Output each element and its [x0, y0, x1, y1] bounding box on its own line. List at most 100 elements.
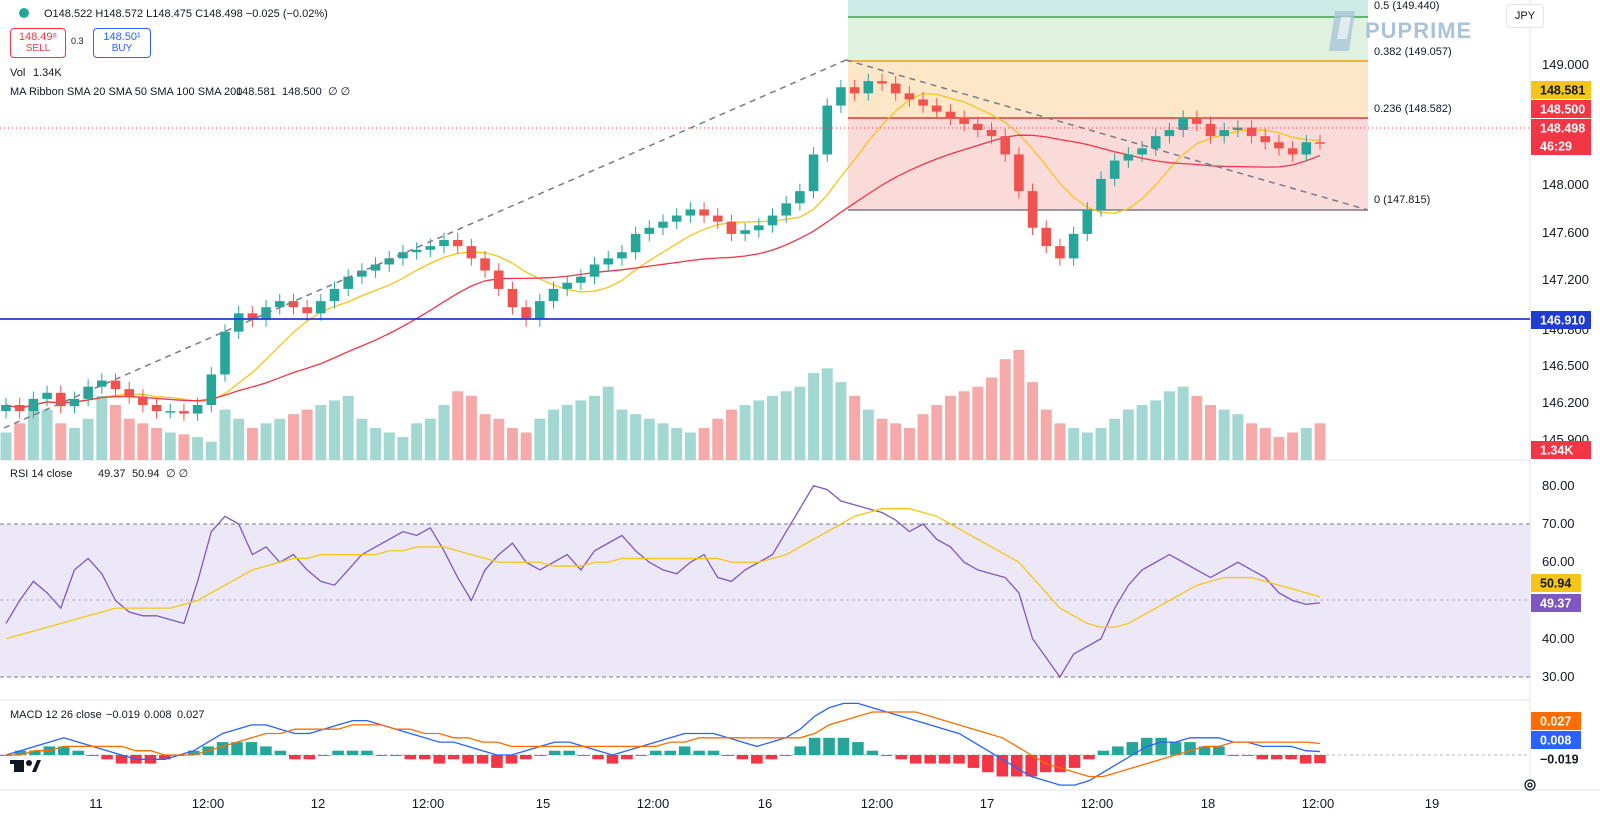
macd-tag-label: 0.027	[1540, 715, 1571, 729]
candle-body	[808, 154, 819, 192]
candle-body	[288, 301, 299, 308]
candle-body	[904, 93, 915, 100]
macd-histogram-bar	[592, 755, 604, 760]
price-tag-label: 146.910	[1540, 314, 1585, 328]
rsi-axis[interactable]: 80.00 70.00 60.00 40.00 30.00	[1542, 478, 1575, 684]
rsi-tags: 50.94 49.37	[1531, 574, 1581, 612]
sell-button[interactable]: 148.49⁸ SELL	[10, 28, 66, 58]
candle-body	[69, 398, 80, 407]
macd-histogram-bar	[231, 742, 243, 755]
candle-body	[1068, 233, 1079, 259]
candle-body	[548, 288, 559, 302]
currency-selector[interactable]: JPY	[1506, 4, 1544, 28]
candle-body	[384, 258, 395, 265]
candle-body	[1246, 127, 1257, 137]
volume-bar	[1259, 427, 1271, 460]
macd-histogram-bar	[909, 755, 922, 764]
candle-body	[110, 380, 121, 390]
candle-body	[877, 81, 887, 84]
buy-button[interactable]: 148.50¹ BUY	[93, 28, 151, 58]
macd-histogram-bar	[1270, 755, 1283, 760]
macd-histogram-bar	[505, 755, 518, 764]
macd-histogram-bar	[404, 755, 417, 760]
price-tick-label: 147.600	[1542, 225, 1589, 240]
brand-watermark: PUPRIME	[1325, 8, 1472, 54]
candle-body	[274, 301, 285, 308]
candle-body	[589, 264, 600, 277]
time-tick-label: 16	[758, 796, 772, 811]
macd-histogram-bar	[520, 755, 532, 760]
candle-body	[603, 258, 614, 265]
price-tag-bg	[1531, 119, 1591, 137]
macd-histogram-bar	[1227, 755, 1240, 756]
candle-body	[576, 276, 586, 283]
macd-line	[5, 702, 1321, 786]
volume-bar	[246, 427, 258, 460]
volume-bar	[1191, 395, 1203, 460]
volume-bar	[205, 441, 217, 460]
volume-bar	[589, 395, 601, 460]
macd-tag-bg	[1531, 712, 1581, 730]
macd-histogram-bar	[346, 750, 359, 755]
rsi-label: RSI 14 close	[10, 468, 72, 480]
macd-histogram-bar	[1097, 750, 1110, 755]
candle-body	[452, 240, 463, 247]
settings-gear-icon[interactable]	[1523, 778, 1537, 792]
price-tag-label: 46:29	[1540, 140, 1572, 154]
volume-bar	[739, 405, 751, 460]
macd-value-2: 0.008	[144, 709, 172, 721]
macd-histogram-bar	[779, 755, 792, 756]
volume-bar	[1068, 427, 1080, 460]
candle-body	[740, 230, 750, 234]
macd-histogram-bar	[390, 755, 402, 756]
time-tick-label: 15	[536, 796, 550, 811]
time-axis[interactable]: 11 12:00 12 12:00 15 12:00 16 12:00 17 12:00 18 12:…	[89, 796, 1439, 811]
macd-histogram-bar	[260, 746, 272, 755]
rsi-tag-bg	[1531, 594, 1581, 612]
candle-body	[945, 111, 956, 118]
candle-body	[357, 270, 367, 277]
candle-body	[726, 221, 737, 234]
volume-bar	[657, 423, 669, 460]
volume-bar	[944, 395, 956, 460]
volume-bar	[1177, 386, 1189, 460]
trendline-up[interactable]	[3, 59, 847, 429]
macd-histogram-bar	[563, 750, 575, 755]
volume-bar	[821, 368, 833, 460]
macd-histogram-bar	[852, 742, 864, 755]
candle-body	[83, 386, 93, 399]
macd-histogram-bar	[938, 755, 951, 764]
trendline-down[interactable]	[845, 59, 1369, 211]
volume-bar	[465, 395, 477, 460]
macd-histogram-bar	[895, 755, 908, 760]
macd-histogram-bar	[57, 746, 70, 755]
volume-value: 1.34K	[33, 67, 62, 79]
ohlc-legend: O148.522 H148.572 L148.475 C148.498 −0.0…	[10, 8, 350, 721]
macd-histogram-bar	[635, 755, 648, 756]
candle-body	[1219, 130, 1229, 137]
macd-histogram-bar	[765, 755, 778, 760]
brand-name: PUPRIME	[1365, 18, 1473, 43]
macd-histogram-bar	[491, 755, 503, 768]
volume-bar	[1027, 382, 1039, 460]
volume-bar	[110, 405, 121, 460]
rsi-tag-label: 50.94	[1540, 577, 1571, 591]
rsi-sma-line	[5, 508, 1321, 640]
macd-histogram-bar	[1010, 755, 1023, 777]
macd-histogram-bar	[953, 755, 965, 764]
macd-label: MACD 12 26 close	[10, 709, 102, 721]
candle-body	[97, 380, 107, 387]
macd-tag-label: −0.019	[1540, 753, 1579, 767]
volume-label: Vol	[10, 67, 25, 79]
macd-histogram-bar	[289, 755, 301, 760]
macd-histogram-bar	[678, 746, 691, 755]
volume-bar	[370, 427, 382, 460]
volume-bar	[424, 418, 436, 460]
tradingview-logo-icon	[10, 760, 41, 772]
sell-label: SELL	[25, 43, 51, 54]
volume-bar	[219, 409, 231, 460]
volume-bar	[1232, 414, 1244, 460]
volume-bar	[753, 400, 765, 460]
candle-body	[1082, 209, 1093, 234]
